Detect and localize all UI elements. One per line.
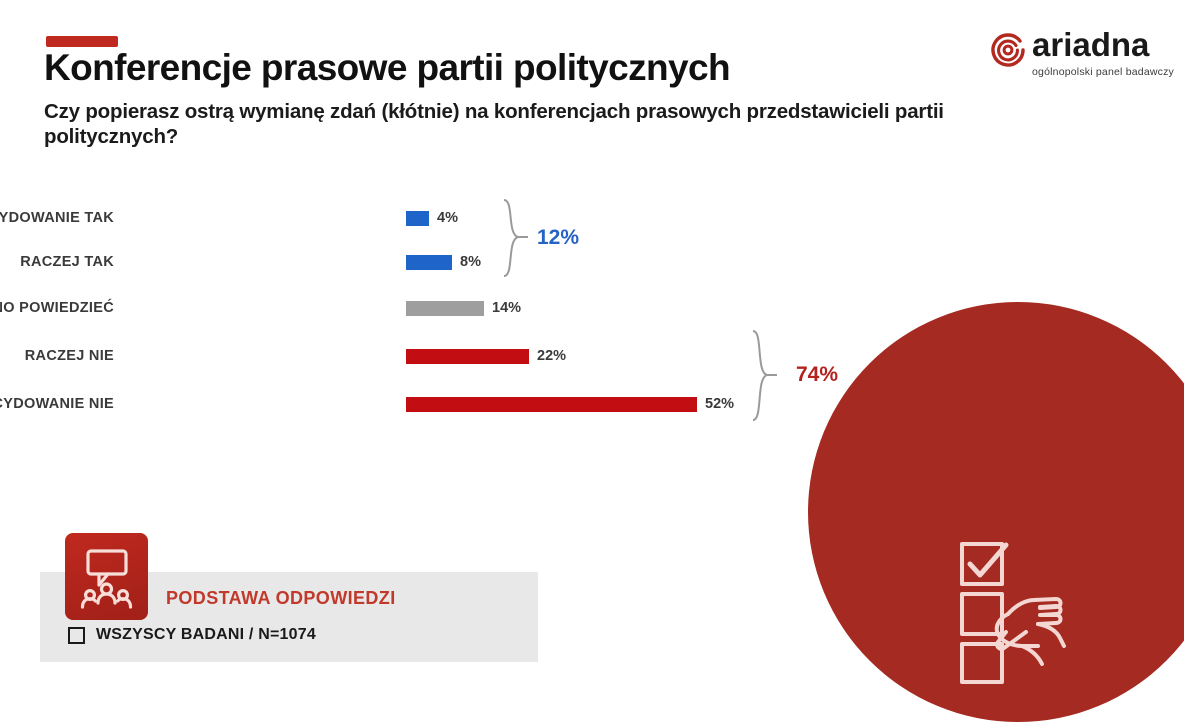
respondents-speech-icon — [65, 533, 148, 620]
checkbox-icon — [68, 626, 85, 644]
bar-label: ZDECYDOWANIE NIE — [0, 396, 114, 412]
bar-label: RACZEJ TAK — [20, 254, 114, 270]
net-yes-brace-icon — [503, 199, 528, 277]
logo-wordmark: ariadna — [1032, 26, 1150, 63]
chart-row: TRUDNO POWIEDZIEĆ 14% — [0, 284, 900, 332]
bar-group: 22% — [406, 348, 566, 364]
bar-value: 8% — [460, 254, 481, 270]
bar-group: 14% — [406, 300, 521, 316]
net-yes-label: 12% — [537, 226, 580, 249]
bar-value: 52% — [705, 396, 735, 412]
ariadna-logo: ariadna ogólnopolski panel badawczy — [990, 28, 1174, 78]
speech-people-glyph — [80, 549, 133, 609]
net-no-label: 74% — [796, 363, 839, 386]
title-accent-bar — [46, 36, 118, 47]
bar-raczej-tak — [406, 254, 452, 270]
footer-note: WSZYSCY BADANI / N=1074 — [68, 626, 316, 644]
bar-value: 4% — [437, 210, 458, 226]
bar-zdecydowanie-tak — [406, 210, 429, 226]
corner-decoration — [808, 302, 1184, 722]
bar-label: TRUDNO POWIEDZIEĆ — [0, 300, 114, 316]
logo-tagline: ogólnopolski panel badawczy — [1032, 66, 1174, 78]
bar-raczej-nie — [406, 348, 529, 364]
chart-row: ZDECYDOWANIE NIE 52% — [0, 380, 900, 428]
bar-group: 8% — [406, 254, 481, 270]
bar-label: RACZEJ NIE — [24, 348, 114, 364]
bar-value: 22% — [537, 348, 567, 364]
bar-label: ZDECYDOWANIE TAK — [0, 210, 114, 226]
ariadna-spiral-icon — [991, 33, 1025, 67]
chart-row: ZDECYDOWANIE TAK 4% — [0, 196, 900, 240]
footer-title: PODSTAWA ODPOWIEDZI — [166, 588, 396, 608]
survey-bar-chart: ZDECYDOWANIE TAK 4% RACZEJ TAK 8% TRUDNO… — [0, 196, 900, 428]
chart-row: RACZEJ NIE 22% — [0, 332, 900, 380]
net-no-brace-icon — [752, 330, 777, 421]
bar-group: 52% — [406, 396, 734, 412]
bar-zdecydowanie-nie — [406, 396, 697, 412]
bar-group: 4% — [406, 210, 458, 226]
bar-value: 14% — [492, 300, 522, 316]
page-title: Konferencje prasowe partii politycznych — [44, 47, 731, 88]
page-subtitle: Czy popierasz ostrą wymianę zdań (kłótni… — [44, 100, 944, 149]
bar-trudno-powiedziec — [406, 300, 484, 316]
chart-row: RACZEJ TAK 8% — [0, 240, 900, 284]
footer-note-text: WSZYSCY BADANI / N=1074 — [96, 626, 316, 643]
